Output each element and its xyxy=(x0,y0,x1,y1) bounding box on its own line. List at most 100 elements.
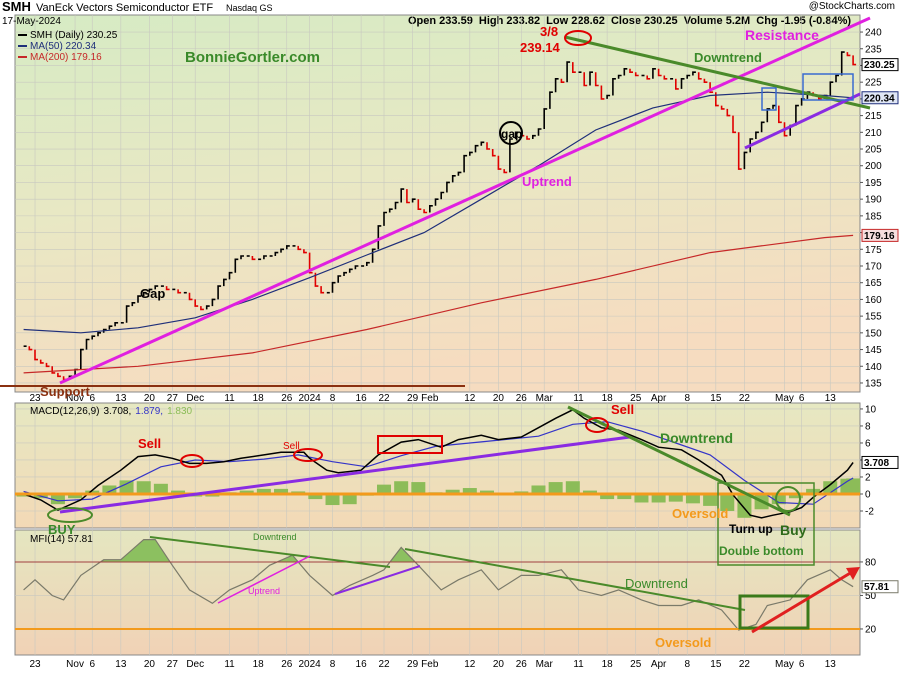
price-bar xyxy=(835,74,839,83)
histogram-bar xyxy=(342,493,357,505)
y-tick-label: 235 xyxy=(865,44,882,55)
histogram-bar xyxy=(445,489,460,494)
y-tick-label: 160 xyxy=(865,295,882,306)
price-bar xyxy=(211,298,216,307)
y-tick-label: 6 xyxy=(865,438,871,449)
x-tick-label: 16 xyxy=(356,393,368,404)
histogram-bar xyxy=(548,482,563,494)
price-bar xyxy=(108,325,113,330)
price-bar xyxy=(497,155,502,170)
gap-circle xyxy=(499,121,523,145)
x-tick-label: 29 xyxy=(407,659,419,670)
mfi-uptrend-line xyxy=(334,565,421,595)
x-tick-label: 13 xyxy=(825,393,837,404)
y-tick-label: 150 xyxy=(865,328,882,339)
price-bar xyxy=(45,362,50,368)
x-tick-label: 11 xyxy=(573,393,584,404)
histogram-bar xyxy=(720,493,735,511)
exchange: Nasdaq GS xyxy=(226,3,273,13)
legend-entry: MA(200) 179.16 xyxy=(30,52,102,63)
panel-title-text: MACD(12,26,9) xyxy=(30,406,99,417)
x-tick-label: 26 xyxy=(516,393,528,404)
buy-circle xyxy=(775,486,801,512)
histogram-bar xyxy=(256,488,271,494)
price-bar xyxy=(532,134,536,139)
x-tick-label: 12 xyxy=(464,659,476,670)
legend-entry: MA(50) 220.34 xyxy=(30,41,97,52)
price-bar xyxy=(200,306,204,311)
price-panel xyxy=(14,14,861,393)
price-bar xyxy=(223,278,227,287)
value-label: 220.34 xyxy=(864,93,895,104)
price-bar xyxy=(85,338,90,350)
annotation: Support xyxy=(40,384,90,399)
price-bar xyxy=(543,108,548,129)
x-tick-label: 8 xyxy=(684,659,690,670)
x-tick-label: 27 xyxy=(167,393,179,404)
price-bar xyxy=(423,209,428,214)
price-bar xyxy=(394,201,399,210)
macd-line xyxy=(23,408,854,519)
price-bar xyxy=(606,94,611,99)
price-bar xyxy=(440,191,445,200)
price-bar xyxy=(469,151,473,156)
value-label: 179.16 xyxy=(864,231,895,242)
price-bar xyxy=(154,285,159,290)
price-bar xyxy=(102,328,107,333)
price-bar xyxy=(377,225,382,250)
price-bar xyxy=(720,105,725,110)
histogram-bar xyxy=(411,482,426,494)
price-bar xyxy=(623,68,628,76)
histogram-bar xyxy=(846,478,861,494)
moving-average-line xyxy=(23,91,854,334)
x-tick-label: 2024 xyxy=(299,659,322,670)
histogram-bar xyxy=(531,485,546,494)
price-bar xyxy=(446,181,450,193)
sell-circle xyxy=(180,454,204,468)
price-bar xyxy=(194,299,199,307)
price-bar xyxy=(732,115,736,134)
price-bar xyxy=(680,78,685,89)
macd-downtrend-line xyxy=(567,405,791,517)
macd-uptrend-line xyxy=(59,435,631,514)
annotation: BUY xyxy=(48,522,76,537)
price-bar xyxy=(411,198,416,203)
price-bar xyxy=(97,332,101,337)
y-tick-label: 240 xyxy=(865,28,882,39)
price-bar xyxy=(57,372,61,378)
price-bar xyxy=(320,286,325,294)
price-bar xyxy=(715,92,719,107)
price-bar xyxy=(509,138,513,173)
histogram-bar xyxy=(634,493,649,503)
price-bar xyxy=(314,272,319,287)
macd-panel xyxy=(14,402,861,529)
y-tick-label: -2 xyxy=(865,506,874,517)
annotation: Oversold xyxy=(655,635,711,650)
histogram-bar xyxy=(462,488,477,494)
price-bar xyxy=(675,78,679,90)
y-tick-label: 215 xyxy=(865,111,882,122)
price-bar xyxy=(434,198,439,206)
y-tick-label: 205 xyxy=(865,145,882,156)
price-bar xyxy=(188,292,193,301)
price-bar xyxy=(503,169,508,174)
x-tick-label: 26 xyxy=(281,393,293,404)
price-bar xyxy=(383,211,387,226)
price-bar xyxy=(125,305,130,323)
x-tick-label: Dec xyxy=(186,659,204,670)
y-tick-label: 2 xyxy=(865,472,871,483)
uptrend-line xyxy=(59,16,871,385)
price-bar xyxy=(737,132,742,170)
price-bar xyxy=(760,121,765,133)
peak-circle xyxy=(564,30,592,46)
price-bar xyxy=(657,68,662,77)
price-bar xyxy=(177,289,182,294)
annotation: Turn up xyxy=(729,522,773,536)
x-tick-label: 26 xyxy=(516,659,528,670)
y-tick-label: 140 xyxy=(865,362,882,373)
price-bar xyxy=(217,285,222,300)
price-bar xyxy=(137,295,141,303)
mfi-box xyxy=(738,594,810,630)
x-tick-label: 6 xyxy=(89,659,95,670)
